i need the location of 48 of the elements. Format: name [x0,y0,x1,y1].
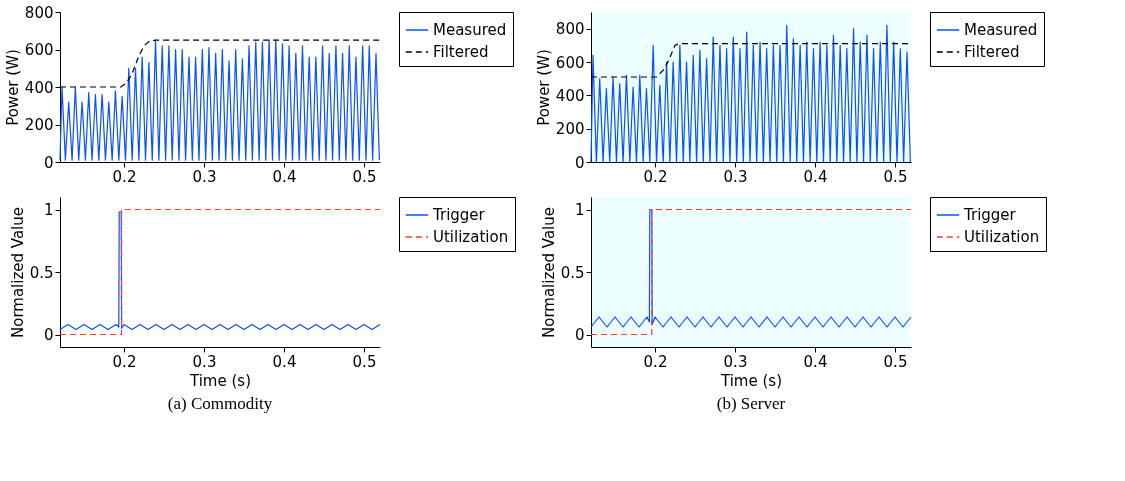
text: (b) Server [716,394,786,413]
legend-label: Measured [433,21,507,39]
legend-label: Utilization [964,228,1040,246]
y-tick-label: 0.5 [560,263,585,282]
y-tick-label: 0 [574,326,585,344]
x-tick-label: 0.4 [803,167,828,186]
x-tick-label: 0.4 [803,352,828,371]
x-axis-title: Time (s) [189,371,251,390]
legend-label: Filtered [964,43,1020,61]
x-tick-label: 0.2 [643,352,668,371]
x-axis-title: Time (s) [720,371,782,390]
x-tick-label: 0.3 [723,167,748,186]
y-axis-title: Normalized Value [8,206,27,339]
x-tick-label: 0.3 [723,352,748,371]
y-tick-label: 800 [555,20,585,39]
x-tick-label: 0.5 [883,352,908,371]
x-tick-label: 0.4 [272,167,297,186]
y-tick-label: 1 [574,201,585,219]
y-tick-label: 1 [43,201,54,219]
y-tick-label: 0 [43,153,54,172]
x-tick-label: 0.2 [112,167,137,186]
legend-label: Trigger [432,206,486,224]
x-tick-label: 0.5 [883,167,908,186]
y-tick-label: 200 [555,120,585,139]
y-axis-title: Normalized Value [539,206,558,339]
x-tick-label: 0.5 [352,352,377,371]
y-axis-title: Power (W) [534,49,553,126]
x-tick-label: 0.3 [192,352,217,371]
y-tick-label: 200 [24,116,54,134]
legend-label: Filtered [433,43,489,61]
x-tick-label: 0.3 [192,167,217,186]
text: (a) Commodity [167,394,273,413]
y-tick-label: 600 [24,41,54,59]
y-tick-label: 400 [555,86,585,105]
y-axis-title: Power (W) [3,49,22,126]
y-tick-label: 600 [555,53,585,72]
legend-label: Utilization [433,228,509,246]
y-tick-label: 800 [24,3,54,22]
legend-label: Trigger [963,206,1017,224]
y-tick-label: 0 [43,326,54,344]
x-tick-label: 0.2 [643,167,668,186]
y-tick-label: 0.5 [29,263,54,282]
x-tick-label: 0.2 [112,352,137,371]
y-tick-label: 400 [24,78,54,97]
y-tick-label: 0 [574,153,585,172]
x-tick-label: 0.4 [272,352,297,371]
legend-label: Measured [964,21,1038,39]
x-tick-label: 0.5 [352,167,377,186]
